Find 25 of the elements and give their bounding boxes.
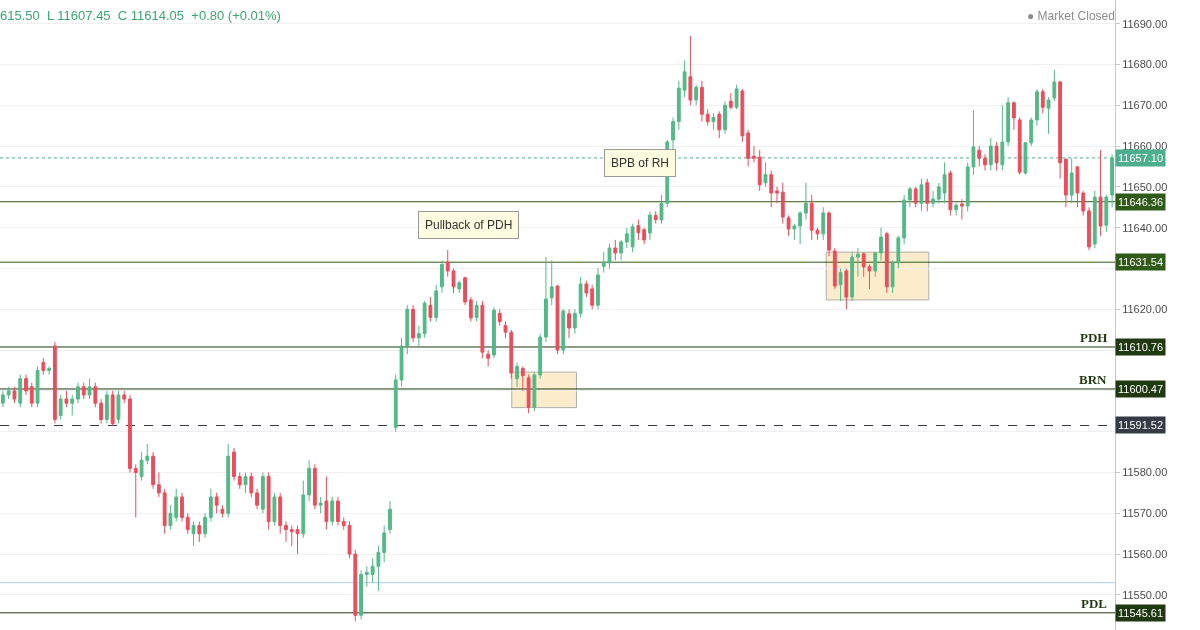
ref-line-label: 11646.36 [1118, 196, 1164, 208]
ref-line-label: 11657.10 [1118, 152, 1164, 164]
annotation: ● Market Closed [1027, 9, 1115, 23]
y-tick-label: 11690.00 [1122, 17, 1168, 30]
ref-line-label: 11600.47 [1118, 383, 1164, 395]
y-tick-label: 11560.00 [1122, 547, 1168, 560]
y-tick-label: 11580.00 [1122, 466, 1168, 479]
y-tick-label: 11660.00 [1122, 139, 1168, 152]
y-tick-label: 11550.00 [1122, 588, 1168, 601]
annotation: BPB of RH [611, 156, 670, 170]
y-tick-label: 11650.00 [1122, 180, 1168, 193]
y-tick-label: 11640.00 [1122, 221, 1168, 234]
ref-line-label: 11591.52 [1118, 419, 1164, 431]
annotation: BRN [1079, 372, 1108, 387]
annotation: Pullback of PDH [425, 218, 513, 232]
y-tick-label: 11620.00 [1122, 303, 1168, 316]
annotation: PDH [1080, 330, 1108, 345]
ref-line-label: 11631.54 [1118, 256, 1164, 268]
ref-line-label: 11545.61 [1118, 607, 1164, 619]
annotation: 615.50 L 11607.45 C 11614.05 +0.80 (+0.01%) [0, 8, 281, 23]
ref-line-label: 11610.76 [1118, 341, 1164, 353]
y-tick-label: 11670.00 [1122, 99, 1168, 112]
annotation: PDL [1081, 596, 1108, 611]
y-tick-label: 11680.00 [1122, 58, 1168, 71]
y-tick-label: 11570.00 [1122, 507, 1168, 520]
